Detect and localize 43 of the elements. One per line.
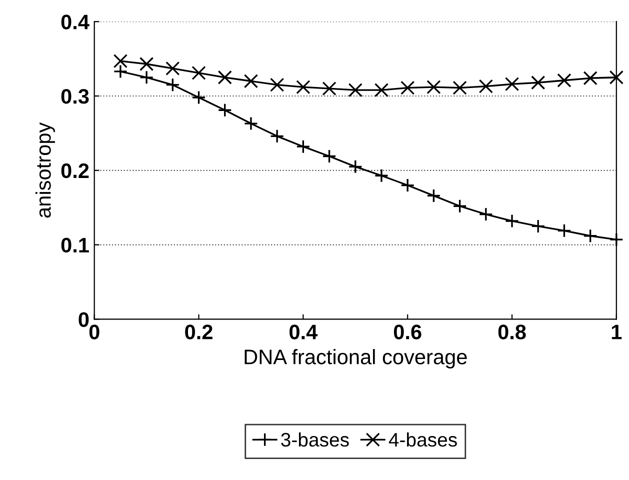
- point: [244, 116, 258, 131]
- point: [113, 64, 128, 79]
- point: [322, 149, 336, 164]
- legend-label: 3-bases: [281, 432, 349, 447]
- point: [296, 80, 310, 94]
- y-tick-label: 0: [78, 312, 89, 327]
- point: [218, 70, 232, 84]
- point: [270, 129, 284, 144]
- point: [192, 66, 206, 80]
- point: [218, 103, 232, 118]
- x-axis-title: DNA fractional coverage: [244, 349, 467, 368]
- point: [426, 80, 441, 94]
- x-tick-label: 0.4: [290, 324, 318, 340]
- point: [244, 74, 258, 88]
- point: [139, 56, 154, 72]
- point: [113, 54, 128, 68]
- y-tick-label: 0.4: [61, 14, 90, 30]
- x-tick-label: 1: [612, 324, 622, 340]
- point: [348, 82, 362, 98]
- point: [374, 82, 389, 98]
- point: [504, 77, 520, 92]
- point: [452, 199, 467, 214]
- y-tick-label: 0.2: [61, 163, 89, 178]
- x-tick-label: 0.8: [498, 324, 526, 340]
- x-tick-label: 0.6: [394, 324, 422, 340]
- point: [531, 76, 546, 90]
- legend-label: 4-bases: [388, 432, 457, 447]
- point: [609, 70, 624, 84]
- point: [426, 188, 441, 203]
- point: [322, 81, 336, 96]
- x-tick-label: 0: [89, 324, 100, 340]
- point: [270, 78, 284, 92]
- point: [478, 79, 493, 94]
- point: [583, 71, 598, 86]
- y-axis-title: anisotropy: [36, 122, 55, 218]
- x-tick-label: 0.2: [185, 324, 212, 340]
- y-tick-label: 0.3: [61, 89, 89, 104]
- point: [452, 80, 467, 95]
- point: [166, 61, 180, 76]
- point: [192, 90, 206, 105]
- point: [557, 73, 572, 88]
- y-tick-label: 0.1: [61, 238, 89, 253]
- point: [400, 80, 415, 95]
